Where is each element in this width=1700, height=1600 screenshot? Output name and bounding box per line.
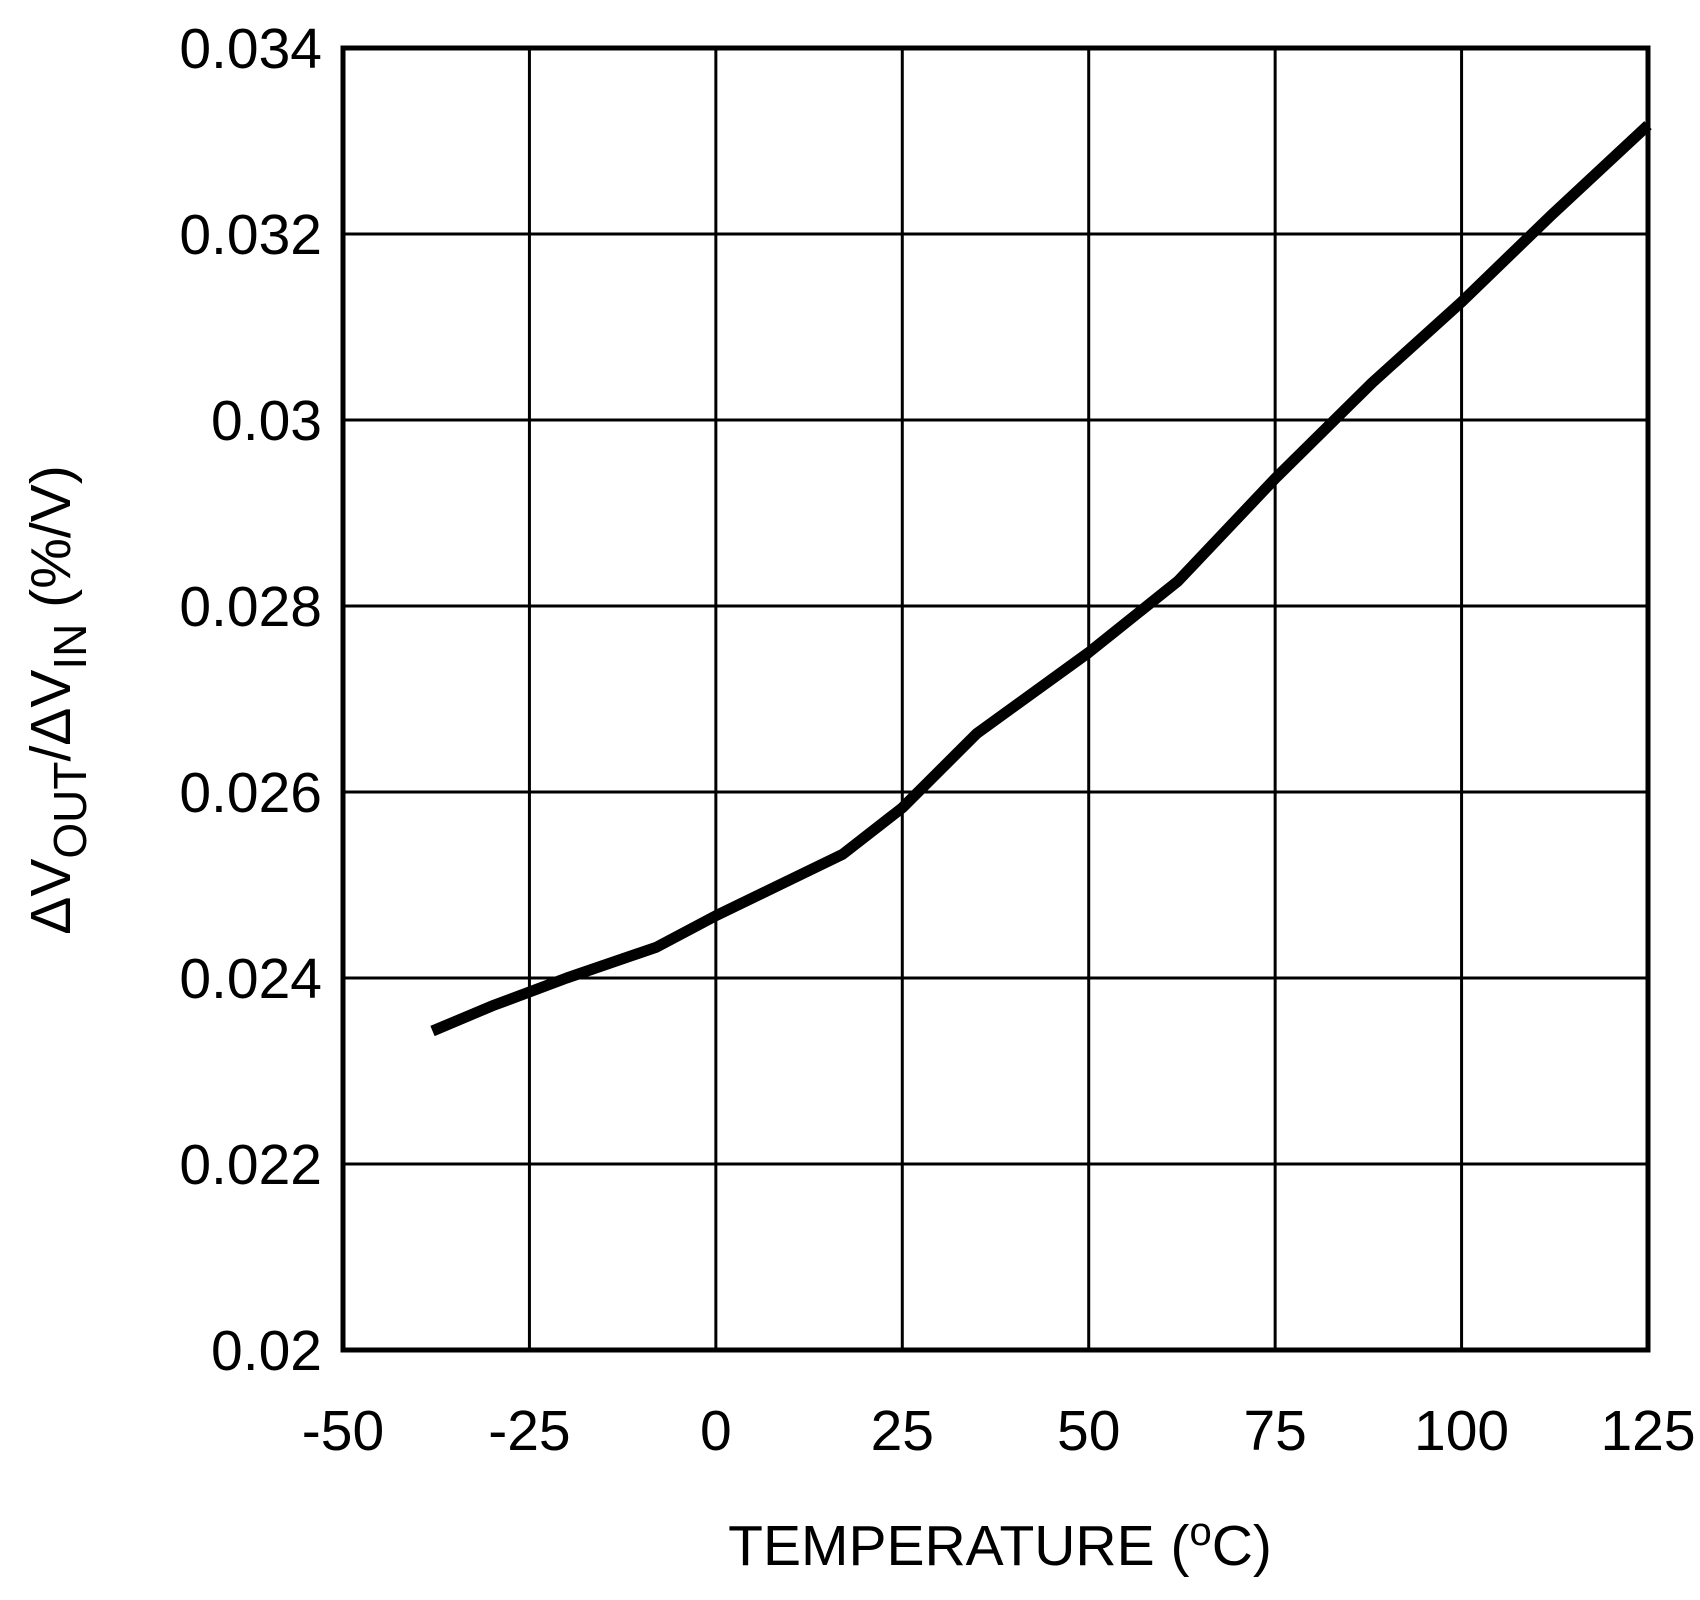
y-tick-label: 0.032: [179, 203, 322, 267]
y-axis-title-sub-in: IN: [44, 624, 96, 670]
y-tick-label: 0.026: [179, 761, 322, 825]
y-axis-title-slash-delta-v: /ΔV: [19, 670, 83, 762]
x-tick-labels: -50 -25 0 25 50 75 100 125: [302, 1399, 1696, 1463]
y-tick-label: 0.028: [179, 575, 322, 639]
x-tick-label: 50: [1057, 1399, 1120, 1463]
y-tick-label: 0.022: [179, 1133, 322, 1197]
y-tick-label: 0.02: [211, 1319, 322, 1383]
y-axis-title-delta-v: ΔV: [19, 859, 83, 935]
plot-frame: [340, 45, 1651, 1353]
x-tick-label: -25: [488, 1399, 570, 1463]
y-axis-title-sub-out: OUT: [44, 762, 96, 859]
x-tick-label: 75: [1243, 1399, 1306, 1463]
x-tick-label: 125: [1600, 1399, 1695, 1463]
y-tick-label: 0.024: [179, 947, 322, 1011]
y-tick-label: 0.03: [211, 389, 322, 453]
y-axis-title: ΔVOUT/ΔVIN (%/V): [19, 465, 96, 934]
x-tick-label: 100: [1414, 1399, 1509, 1463]
series-line: [430, 121, 1652, 1037]
x-axis-title-degree: o: [1189, 1510, 1211, 1554]
y-tick-labels: 0.02 0.022 0.024 0.026 0.028 0.03 0.032 0.034: [179, 17, 322, 1383]
x-tick-label: -50: [302, 1399, 384, 1463]
x-axis-title: TEMPERATURE (oC): [728, 1510, 1272, 1578]
y-axis-title-units: (%/V): [19, 465, 83, 623]
x-axis-title-prefix: TEMPERATURE (: [728, 1514, 1189, 1578]
grid-lines: [341, 46, 1650, 1352]
x-tick-label: 25: [871, 1399, 934, 1463]
series-layer: [430, 121, 1652, 1037]
y-tick-label: 0.034: [179, 17, 322, 81]
x-tick-label: 0: [700, 1399, 732, 1463]
x-axis-title-suffix: C): [1212, 1514, 1272, 1578]
